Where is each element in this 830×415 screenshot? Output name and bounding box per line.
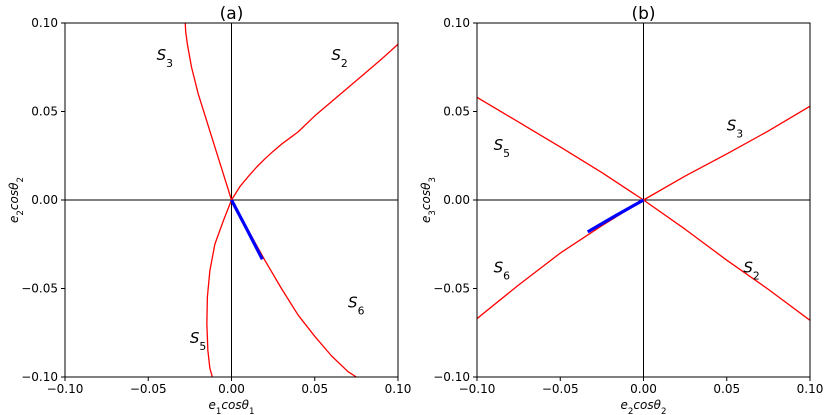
panel-a-series-1 bbox=[184, 23, 233, 201]
panel-b-xtick-label-3: 0.05 bbox=[713, 382, 740, 396]
panel-a-title: (a) bbox=[220, 4, 244, 24]
panel-a-xtick-label-4: 0.10 bbox=[385, 382, 412, 396]
panel-a-ytick-label-1: −0.05 bbox=[21, 282, 58, 296]
panel-a-series-3 bbox=[230, 199, 357, 377]
panel-b-ytick-label-0: −0.10 bbox=[433, 370, 470, 384]
panel-a-region-label-3: S5 bbox=[190, 329, 206, 353]
panel-b-xtick-label-0: −0.10 bbox=[459, 382, 496, 396]
panel-b-ytick-label-3: 0.05 bbox=[443, 105, 470, 119]
panel-a-xtick-label-1: −0.05 bbox=[130, 382, 167, 396]
panel-a-series-4 bbox=[230, 199, 264, 261]
panel-a-region-label-1: S2 bbox=[331, 46, 347, 70]
panel-b-ylabel: e3cosθ3 bbox=[419, 177, 438, 223]
panel-a-xtick-label-0: −0.10 bbox=[47, 382, 84, 396]
panel-b: −0.10 −0.05 0.00 0.05 0.10 −0.10 −0.05 0.00 0.05… bbox=[419, 4, 823, 415]
panel-b-xtick-label-2: 0.00 bbox=[630, 382, 657, 396]
panel-b-region-label-1: S3 bbox=[727, 117, 743, 141]
panel-b-xtick-label-4: 0.10 bbox=[797, 382, 824, 396]
panel-b-xlabel: e2cosθ2 bbox=[621, 398, 667, 415]
panel-b-region-label-2: S6 bbox=[494, 258, 511, 282]
panel-b-ytick-label-2: 0.00 bbox=[443, 193, 470, 207]
panel-a-region-label-0: S3 bbox=[157, 46, 173, 70]
panel-a-series-2 bbox=[206, 199, 233, 377]
panel-a: −0.10 −0.05 0.00 0.05 0.10 −0.10 −0.05 0.00 0.05… bbox=[7, 4, 411, 415]
panel-a-xtick-label-3: 0.05 bbox=[301, 382, 328, 396]
panel-a-ytick-label-2: 0.00 bbox=[31, 193, 58, 207]
panel-b-title: (b) bbox=[631, 4, 655, 24]
panel-a-xlabel: e1cosθ1 bbox=[209, 398, 255, 415]
panel-a-series-0 bbox=[230, 43, 398, 201]
panel-a-xtick-label-2: 0.00 bbox=[218, 382, 245, 396]
panel-b-ytick-label-1: −0.05 bbox=[433, 282, 470, 296]
panel-a-ylabel: e2cosθ2 bbox=[7, 177, 26, 223]
panel-b-ytick-label-4: 0.10 bbox=[443, 16, 470, 30]
panel-b-region-label-0: S5 bbox=[494, 136, 510, 160]
panel-a-ytick-label-3: 0.05 bbox=[31, 105, 58, 119]
panel-b-series-group bbox=[477, 96, 810, 321]
panel-a-ytick-label-0: −0.10 bbox=[21, 370, 58, 384]
panel-b-series-2 bbox=[586, 198, 645, 234]
panel-b-xtick-label-1: −0.05 bbox=[542, 382, 579, 396]
panel-a-ytick-label-4: 0.10 bbox=[31, 16, 58, 30]
panel-a-series-group bbox=[184, 23, 398, 377]
panel-a-region-label-2: S6 bbox=[348, 294, 365, 318]
